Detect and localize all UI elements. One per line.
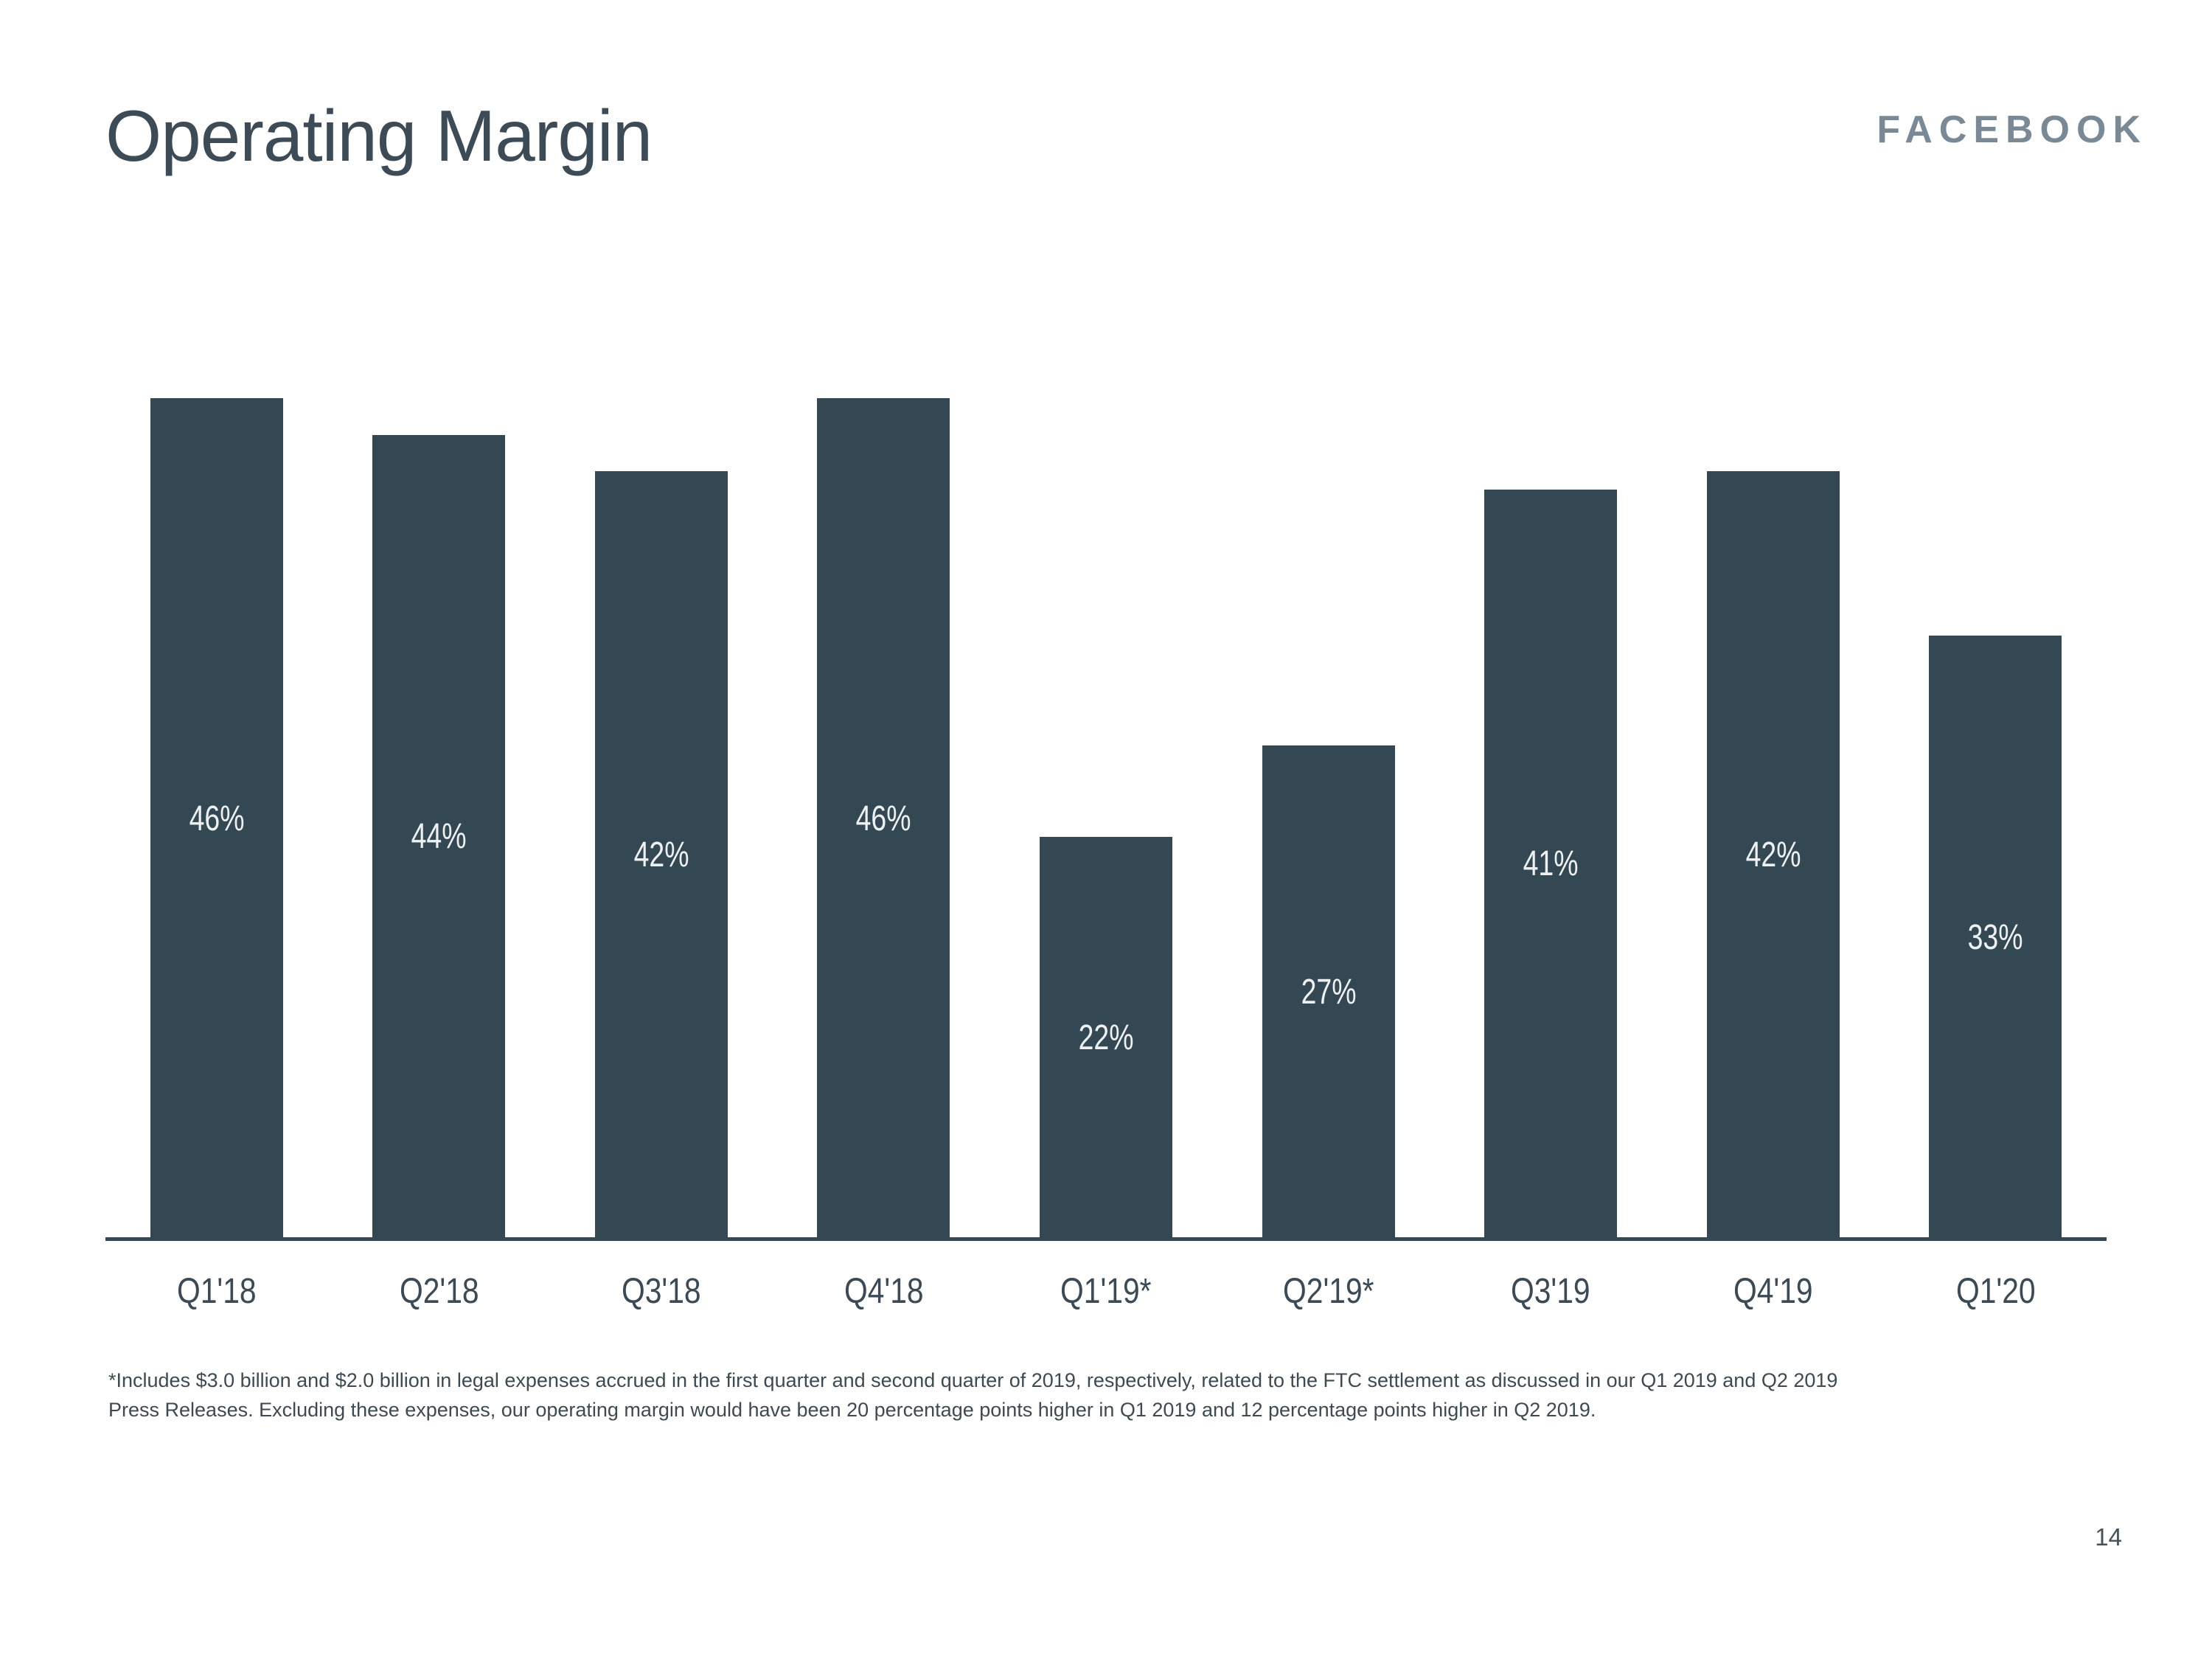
bar-value-label: 44% [411, 817, 467, 857]
bar: 44% [372, 434, 506, 1239]
bar: 27% [1262, 745, 1395, 1239]
x-axis-label: Q3'18 [622, 1272, 701, 1311]
x-axis-line [105, 1237, 2107, 1241]
x-axis-labels: Q1'18 Q2'18 Q3'18 Q4'18 Q1'19* Q2'19* Q3'19 Q4'… [105, 1271, 2107, 1312]
bar-value-label: 46% [855, 799, 911, 838]
bar-column: 44% [328, 398, 551, 1239]
x-axis-label: Q4'18 [844, 1272, 924, 1311]
x-axis-label: Q1'20 [1955, 1272, 2036, 1311]
bar: 41% [1484, 489, 1618, 1239]
bar-column: 46% [105, 398, 328, 1239]
footnote-line: Press Releases. Excluding these expenses… [108, 1399, 1596, 1421]
bar-value-label: 42% [633, 835, 689, 875]
bar-column: 41% [1439, 398, 1662, 1239]
bar-value-label: 41% [1523, 844, 1579, 884]
bar-column: 46% [773, 398, 995, 1239]
x-axis-label: Q2'18 [399, 1272, 479, 1311]
bar-column: 33% [1885, 398, 2107, 1239]
bar: 33% [1929, 636, 2062, 1239]
bar-value-label: 22% [1078, 1018, 1134, 1057]
bar-chart: 46% 44% 42% 46% 22% 27% 41% 42% 33% [105, 398, 2107, 1239]
bar-value-label: 46% [189, 799, 245, 838]
bar-value-label: 42% [1745, 835, 1801, 875]
bar: 46% [817, 398, 950, 1239]
facebook-logo: FACEBOOK [1877, 108, 2147, 151]
x-axis-label: Q1'18 [176, 1272, 257, 1311]
bar: 22% [1040, 836, 1173, 1239]
bar-column: 22% [995, 398, 1217, 1239]
bar-value-label: 27% [1301, 972, 1357, 1012]
bar-column: 27% [1217, 398, 1440, 1239]
x-axis-label: Q4'19 [1733, 1272, 1813, 1311]
x-axis-label: Q2'19* [1282, 1272, 1374, 1311]
x-axis-label: Q3'19 [1511, 1272, 1590, 1311]
page-number: 14 [2095, 1523, 2122, 1551]
bar: 46% [150, 398, 283, 1239]
footnote: *Includes $3.0 billion and $2.0 billion … [108, 1366, 1837, 1425]
bar-column: 42% [550, 398, 773, 1239]
x-axis-label: Q1'19* [1060, 1272, 1152, 1311]
bar-column: 42% [1662, 398, 1885, 1239]
bar: 42% [1706, 471, 1840, 1239]
bar-value-label: 33% [1967, 917, 2023, 957]
footnote-line: *Includes $3.0 billion and $2.0 billion … [108, 1369, 1838, 1391]
page-title: Operating Margin [105, 95, 653, 176]
bar: 42% [594, 471, 728, 1239]
